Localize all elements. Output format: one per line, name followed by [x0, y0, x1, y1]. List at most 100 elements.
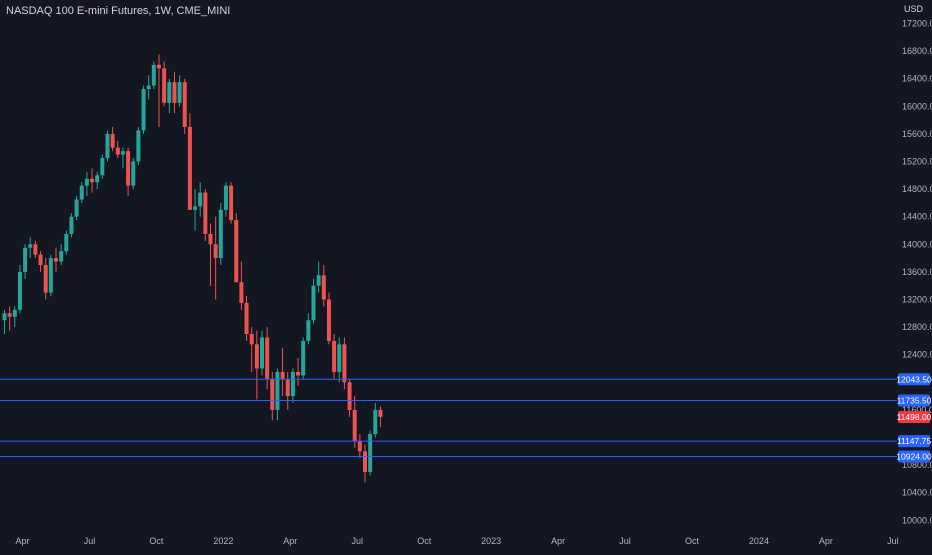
candle-body	[218, 209, 223, 259]
candle-body	[270, 378, 275, 410]
level-price-label: 10924.00	[896, 450, 932, 463]
y-tick-label: 14400.00	[902, 212, 932, 222]
candle-body	[208, 233, 213, 245]
candle-body	[141, 89, 146, 131]
candle	[290, 368, 295, 403]
candle	[244, 296, 249, 341]
candle-body	[352, 409, 357, 441]
candle	[332, 334, 337, 379]
candle-body	[115, 147, 120, 155]
candle	[265, 327, 270, 390]
level-price-label: 12043.50	[896, 373, 932, 386]
candle	[337, 337, 342, 383]
candle	[43, 258, 48, 300]
candles-layer	[2, 54, 383, 483]
candle	[218, 202, 223, 265]
candle-body	[120, 151, 125, 155]
x-tick-label: 2023	[481, 536, 501, 546]
candle-body	[105, 133, 110, 159]
candle-body	[234, 220, 239, 283]
candle-body	[337, 344, 342, 372]
level-price-label-bg	[898, 450, 930, 463]
candle-body	[131, 161, 136, 186]
candle	[368, 430, 373, 476]
candle	[373, 403, 378, 438]
candle-body	[213, 244, 218, 259]
level-price-label-text: 12043.50	[896, 374, 932, 384]
candle	[162, 61, 167, 107]
candle	[260, 330, 264, 376]
candle	[33, 240, 38, 259]
candle-body	[95, 175, 100, 183]
candle-body	[357, 440, 362, 452]
candle-body	[2, 313, 7, 321]
y-tick-label: 12400.00	[902, 350, 932, 360]
candle	[28, 237, 33, 259]
candle-body	[28, 244, 33, 248]
candle	[141, 85, 146, 134]
candle	[213, 216, 218, 300]
candle-body	[48, 258, 53, 293]
candle-body	[167, 82, 172, 103]
candle-body	[64, 233, 69, 252]
x-tick-label: 2022	[213, 536, 233, 546]
candle	[146, 75, 151, 100]
x-tick-label: 2024	[749, 536, 769, 546]
last-price-label-text: 11498.00	[897, 412, 932, 422]
candle	[203, 189, 208, 241]
candle-body	[373, 409, 378, 435]
candle-body	[193, 206, 198, 210]
candle	[131, 158, 136, 190]
candle	[64, 230, 69, 255]
candle	[270, 371, 275, 421]
candle-body	[347, 382, 352, 410]
candle	[151, 61, 156, 90]
candle	[249, 327, 254, 372]
candle	[79, 182, 84, 203]
candle	[275, 368, 280, 421]
level-price-label-bg	[898, 394, 930, 407]
candle	[115, 140, 120, 159]
candle	[306, 313, 311, 345]
candle-body	[172, 82, 177, 103]
candle-body	[229, 185, 234, 221]
candle-body	[100, 158, 105, 176]
candle-body	[223, 185, 228, 210]
x-tick-label: Oct	[417, 536, 432, 546]
y-tick-label: 14000.00	[902, 239, 932, 249]
candle-body	[110, 133, 115, 148]
x-tick-label: Apr	[283, 536, 297, 546]
candle-body	[342, 344, 347, 383]
y-tick-label: 16400.00	[902, 74, 932, 84]
candle	[301, 337, 306, 379]
candle	[126, 147, 131, 196]
candle	[105, 130, 110, 162]
candle-body	[321, 275, 326, 300]
y-tick-label: 12800.00	[902, 322, 932, 332]
y-tick-label: 16800.00	[902, 46, 932, 56]
candle-body	[146, 85, 151, 90]
candle-body	[59, 251, 64, 262]
candle-body	[151, 64, 156, 86]
candle-body	[162, 68, 167, 103]
level-price-label-text: 11147.75	[897, 436, 931, 446]
candle	[378, 406, 383, 428]
y-tick-label: 10000.00	[902, 515, 932, 525]
candle-body	[275, 371, 280, 410]
candle-body	[126, 151, 131, 186]
candle-body	[23, 247, 28, 272]
candle-body	[296, 371, 301, 376]
candle	[326, 292, 331, 345]
chart-title: NASDAQ 100 E-mini Futures, 1W, CME_MINI	[6, 5, 231, 17]
level-price-label: 11147.75	[897, 435, 931, 448]
candle-body	[74, 199, 79, 217]
candle	[7, 306, 12, 331]
candle-body	[332, 340, 337, 372]
candle-body	[187, 127, 192, 210]
candle-body	[198, 192, 203, 207]
candle	[23, 244, 28, 279]
candle-body	[290, 371, 295, 397]
candle	[193, 189, 198, 231]
